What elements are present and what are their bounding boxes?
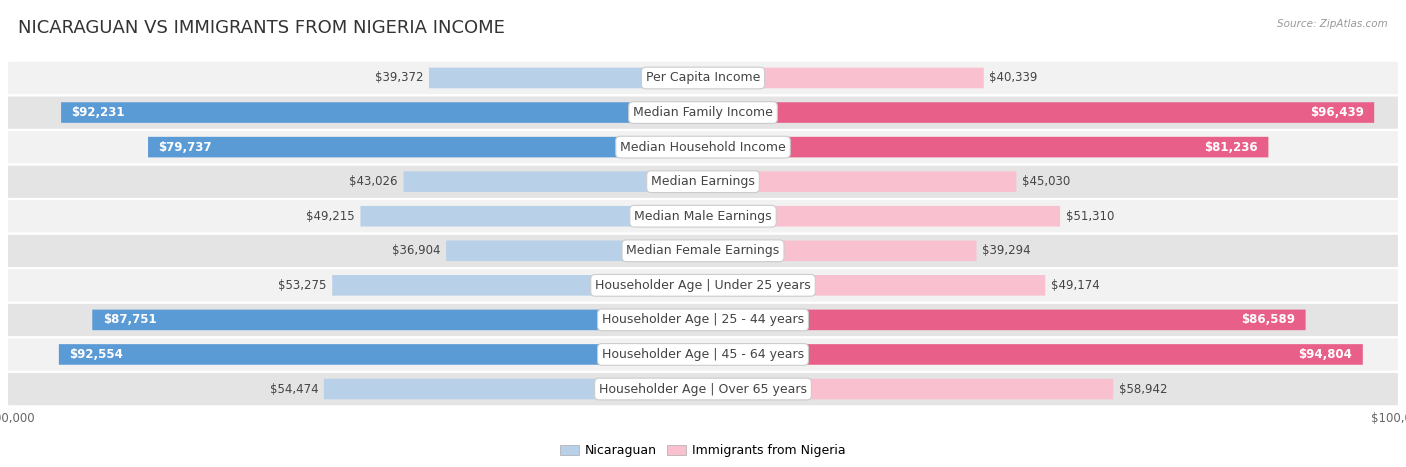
FancyBboxPatch shape (7, 337, 1399, 372)
Text: $53,275: $53,275 (278, 279, 326, 292)
FancyBboxPatch shape (7, 199, 1399, 234)
Text: $86,589: $86,589 (1241, 313, 1295, 326)
FancyBboxPatch shape (703, 310, 1306, 330)
FancyBboxPatch shape (703, 275, 1045, 296)
Text: $92,554: $92,554 (69, 348, 124, 361)
Text: Source: ZipAtlas.com: Source: ZipAtlas.com (1277, 19, 1388, 28)
Text: $51,310: $51,310 (1066, 210, 1114, 223)
FancyBboxPatch shape (429, 68, 703, 88)
FancyBboxPatch shape (703, 102, 1374, 123)
FancyBboxPatch shape (148, 137, 703, 157)
FancyBboxPatch shape (323, 379, 703, 399)
Text: $96,439: $96,439 (1310, 106, 1364, 119)
FancyBboxPatch shape (7, 234, 1399, 268)
Text: NICARAGUAN VS IMMIGRANTS FROM NIGERIA INCOME: NICARAGUAN VS IMMIGRANTS FROM NIGERIA IN… (18, 19, 505, 37)
FancyBboxPatch shape (703, 241, 977, 261)
Legend: Nicaraguan, Immigrants from Nigeria: Nicaraguan, Immigrants from Nigeria (555, 439, 851, 462)
FancyBboxPatch shape (7, 268, 1399, 303)
Text: $54,474: $54,474 (270, 382, 318, 396)
FancyBboxPatch shape (7, 303, 1399, 337)
Text: $81,236: $81,236 (1205, 141, 1258, 154)
Text: $39,294: $39,294 (981, 244, 1031, 257)
Text: $94,804: $94,804 (1299, 348, 1353, 361)
Text: Median Female Earnings: Median Female Earnings (627, 244, 779, 257)
FancyBboxPatch shape (446, 241, 703, 261)
FancyBboxPatch shape (332, 275, 703, 296)
FancyBboxPatch shape (60, 102, 703, 123)
FancyBboxPatch shape (703, 379, 1114, 399)
FancyBboxPatch shape (703, 137, 1268, 157)
Text: $49,215: $49,215 (307, 210, 354, 223)
Text: Householder Age | 25 - 44 years: Householder Age | 25 - 44 years (602, 313, 804, 326)
FancyBboxPatch shape (7, 372, 1399, 406)
Text: Median Earnings: Median Earnings (651, 175, 755, 188)
Text: Median Family Income: Median Family Income (633, 106, 773, 119)
Text: $49,174: $49,174 (1050, 279, 1099, 292)
FancyBboxPatch shape (59, 344, 703, 365)
Text: Median Male Earnings: Median Male Earnings (634, 210, 772, 223)
FancyBboxPatch shape (703, 171, 1017, 192)
Text: Median Household Income: Median Household Income (620, 141, 786, 154)
FancyBboxPatch shape (404, 171, 703, 192)
FancyBboxPatch shape (7, 95, 1399, 130)
Text: Householder Age | Over 65 years: Householder Age | Over 65 years (599, 382, 807, 396)
FancyBboxPatch shape (703, 68, 984, 88)
FancyBboxPatch shape (360, 206, 703, 226)
Text: $40,339: $40,339 (990, 71, 1038, 85)
FancyBboxPatch shape (7, 164, 1399, 199)
FancyBboxPatch shape (93, 310, 703, 330)
FancyBboxPatch shape (703, 344, 1362, 365)
Text: Householder Age | Under 25 years: Householder Age | Under 25 years (595, 279, 811, 292)
Text: $58,942: $58,942 (1119, 382, 1167, 396)
FancyBboxPatch shape (7, 130, 1399, 164)
Text: $87,751: $87,751 (103, 313, 156, 326)
FancyBboxPatch shape (7, 61, 1399, 95)
Text: $43,026: $43,026 (350, 175, 398, 188)
Text: $79,737: $79,737 (159, 141, 212, 154)
Text: Householder Age | 45 - 64 years: Householder Age | 45 - 64 years (602, 348, 804, 361)
FancyBboxPatch shape (703, 206, 1060, 226)
Text: $45,030: $45,030 (1022, 175, 1070, 188)
Text: $39,372: $39,372 (375, 71, 423, 85)
Text: $92,231: $92,231 (72, 106, 125, 119)
Text: Per Capita Income: Per Capita Income (645, 71, 761, 85)
Text: $36,904: $36,904 (392, 244, 440, 257)
